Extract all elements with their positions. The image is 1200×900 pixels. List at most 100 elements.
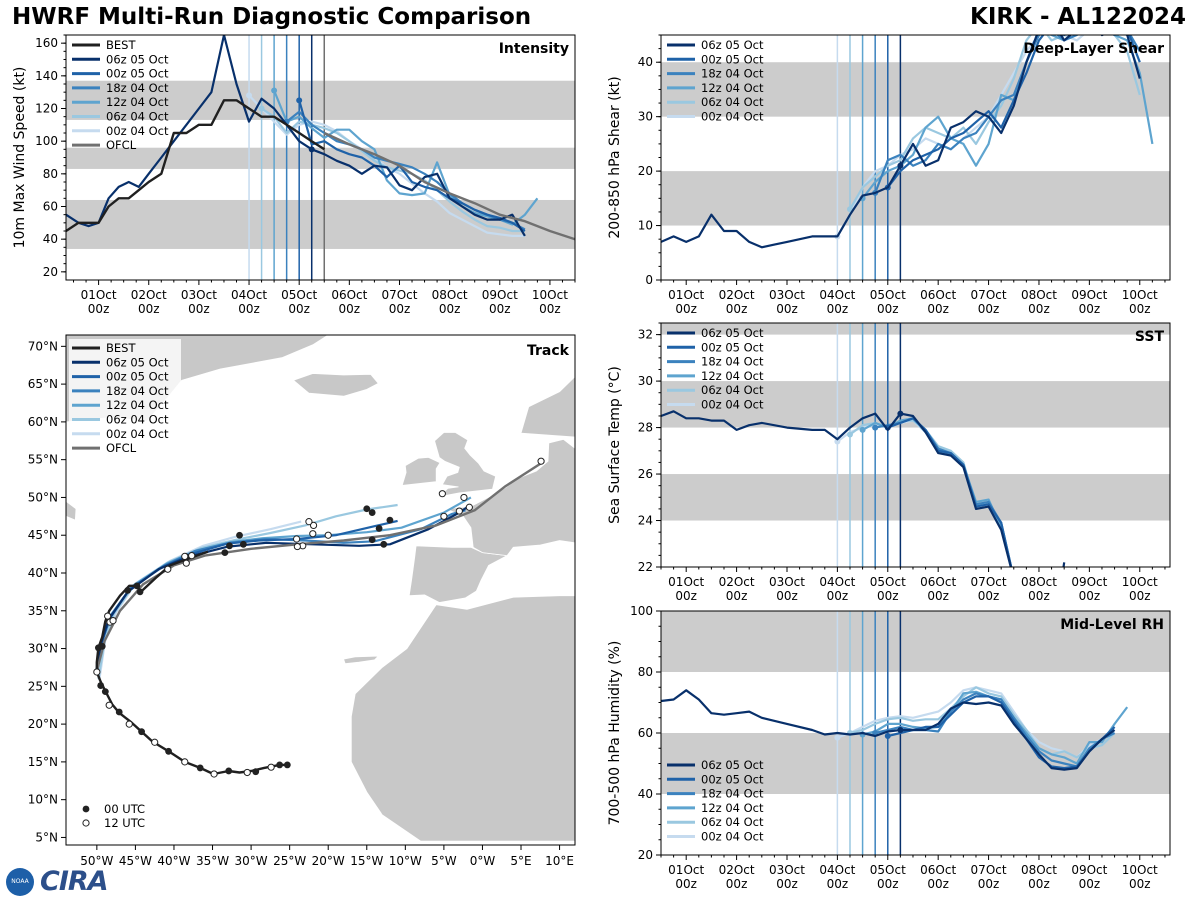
rh-xtick-label: 08Oct <box>1021 863 1057 877</box>
track-title: Track <box>527 343 570 359</box>
sst-xtick-label-hour: 00z <box>978 589 1000 603</box>
shear-xtick-label-hour: 00z <box>1129 302 1151 316</box>
cira-logo-text: CIRA <box>40 866 109 897</box>
shear-series-line <box>849 35 1141 210</box>
rh-xtick-label: 09Oct <box>1071 863 1107 877</box>
great-britain-land <box>434 432 497 498</box>
intensity-ytick-label: 140 <box>35 69 58 83</box>
rh-legend-label: 00z 04 Oct <box>701 830 764 844</box>
shear-legend-label: 00z 05 Oct <box>701 52 764 66</box>
intensity-ytick-label: 160 <box>35 36 58 50</box>
track-point-12utc <box>104 612 112 620</box>
rh-ytick-label: 60 <box>638 726 653 740</box>
sst-title: SST <box>1135 329 1165 345</box>
sst-ytick-label: 30 <box>638 374 653 388</box>
shear-xtick-label-hour: 00z <box>675 302 697 316</box>
track-point-12utc <box>210 770 218 778</box>
africa-land <box>350 595 575 842</box>
sst-xtick-label-hour: 00z <box>927 589 949 603</box>
intensity-legend-label: 00z 04 Oct <box>106 124 169 138</box>
rh-ytick-label: 80 <box>638 665 653 679</box>
track-point-12utc <box>309 530 317 538</box>
track-xtick-label: 5°E <box>510 854 531 868</box>
intensity-ylabel: 10m Max Wind Speed (kt) <box>12 67 28 249</box>
sst-init-point <box>872 424 879 431</box>
track-xtick-label: 0°W <box>470 854 496 868</box>
intensity-legend-label: 06z 05 Oct <box>106 52 169 66</box>
track-series-line <box>96 506 468 672</box>
shear-xtick-label: 10Oct <box>1122 288 1158 302</box>
track-point-12utc <box>182 559 190 567</box>
shear-init-point <box>897 162 904 169</box>
track-ytick-label: 5°N <box>35 830 58 844</box>
sst-init-point <box>834 438 841 445</box>
sst-init-point <box>859 426 866 433</box>
main-title: HWRF Multi-Run Diagnostic Comparison <box>12 4 532 30</box>
shear-ytick-label: 10 <box>638 219 653 233</box>
track-ytick-label: 55°N <box>28 453 58 467</box>
rh-ytick-label: 40 <box>638 787 653 801</box>
noaa-logo-icon: NOAA <box>6 868 34 896</box>
sst-ytick-label: 32 <box>638 328 653 342</box>
track-ofcl-line <box>95 460 545 672</box>
sst-series-line <box>887 417 1013 567</box>
intensity-xtick-label-hour: 00z <box>138 302 160 316</box>
shear-ylabel: 200-850 hPa Shear (kt) <box>607 76 623 238</box>
shear-xtick-label: 06Oct <box>920 288 956 302</box>
shear-series-line <box>886 35 1141 189</box>
storm-id: KIRK - AL122024 <box>970 4 1186 30</box>
sst-ytick-label: 24 <box>638 514 653 528</box>
track-point-00utc <box>252 768 260 776</box>
track-xtick-label: 35°W <box>196 854 229 868</box>
track-point-00utc <box>239 540 247 548</box>
track-xtick-label: 50°W <box>80 854 113 868</box>
rh-xtick-label: 02Oct <box>719 863 755 877</box>
rh-xtick-label-hour: 00z <box>1129 877 1151 891</box>
iceland-land <box>292 373 379 397</box>
rh-legend-label: 06z 04 Oct <box>701 815 764 829</box>
track-xtick-label: 20°W <box>312 854 345 868</box>
sst-xtick-label-hour: 00z <box>1028 589 1050 603</box>
intensity-legend-label: OFCL <box>106 138 137 152</box>
sst-legend-label: 18z 04 Oct <box>701 355 764 369</box>
intensity-init-point <box>258 105 265 112</box>
track-point-12utc <box>181 758 189 766</box>
shear-xtick-label-hour: 00z <box>1028 302 1050 316</box>
track-point-00utc <box>375 525 383 532</box>
rh-xtick-label: 04Oct <box>819 863 855 877</box>
track-point-00utc <box>380 540 388 548</box>
shear-ytick-label: 30 <box>638 110 653 124</box>
intensity-xtick-label-hour: 00z <box>339 302 361 316</box>
sst-xtick-label-hour: 00z <box>776 589 798 603</box>
track-ytick-label: 40°N <box>28 566 58 580</box>
track-point-12utc <box>293 542 301 551</box>
track-point-00utc <box>165 747 172 755</box>
track-point-12utc <box>188 552 196 560</box>
intensity-xtick-label: 02Oct <box>131 288 167 302</box>
track-point-12utc <box>109 617 117 625</box>
sst-init-point <box>897 410 904 417</box>
track-legend-label: 06z 04 Oct <box>106 413 169 427</box>
track-legend-label-00utc: 00 UTC <box>104 802 145 816</box>
shear-xtick-label: 03Oct <box>769 288 805 302</box>
ireland-land <box>401 456 441 486</box>
rh-xtick-label-hour: 00z <box>827 877 849 891</box>
rh-xtick-label: 03Oct <box>769 863 805 877</box>
newfoundland-land <box>66 500 77 521</box>
intensity-xtick-label: 09Oct <box>482 288 518 302</box>
sst-xtick-label: 07Oct <box>971 575 1007 589</box>
shear-xtick-label: 04Oct <box>819 288 855 302</box>
track-xtick-label: 45°W <box>119 854 152 868</box>
track-point-12utc <box>309 521 318 530</box>
track-point-12utc <box>267 763 275 771</box>
track-point-00utc <box>236 531 243 539</box>
track-ytick-label: 30°N <box>28 642 58 656</box>
rh-xtick-label: 10Oct <box>1122 863 1158 877</box>
shear-xtick-label-hour: 00z <box>827 302 849 316</box>
intensity-band <box>66 147 575 169</box>
cira-logo: NOAA CIRA <box>6 866 116 898</box>
intensity-ytick-label: 80 <box>43 167 58 181</box>
track-point-12utc <box>243 768 251 777</box>
intensity-xtick-label-hour: 00z <box>88 302 110 316</box>
